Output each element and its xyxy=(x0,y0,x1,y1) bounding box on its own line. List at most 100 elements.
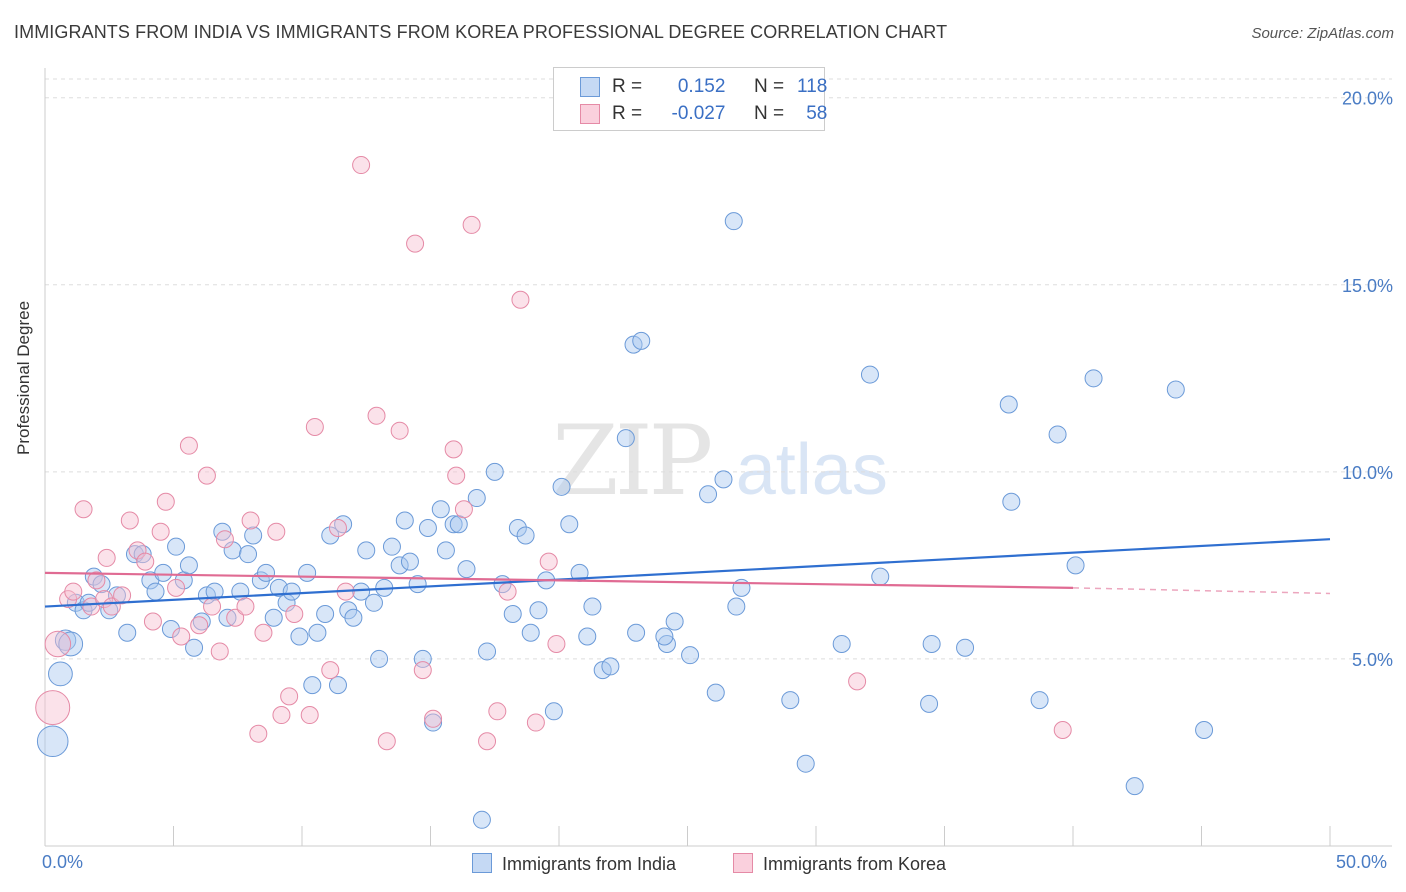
point-india xyxy=(1048,425,1067,444)
legend-n-value-india: 118 xyxy=(797,76,828,97)
point-india xyxy=(503,605,522,624)
point-india xyxy=(418,518,437,537)
axes xyxy=(44,68,1392,847)
point-korea xyxy=(151,522,170,541)
point-korea xyxy=(498,582,517,601)
point-india xyxy=(264,608,283,627)
point-india xyxy=(920,694,939,713)
point-india xyxy=(478,642,497,661)
point-india xyxy=(871,567,890,586)
point-india xyxy=(239,545,258,564)
point-korea xyxy=(167,578,186,597)
point-korea xyxy=(377,732,396,751)
point-india xyxy=(632,331,651,350)
x-tick-label-min: 0.0% xyxy=(42,852,84,872)
point-korea xyxy=(444,440,463,459)
point-india xyxy=(213,522,232,541)
point-india xyxy=(308,623,327,642)
point-korea xyxy=(547,634,566,653)
point-india xyxy=(922,634,941,653)
point-korea xyxy=(848,672,867,691)
point-korea xyxy=(203,597,222,616)
point-india xyxy=(48,661,73,687)
point-india xyxy=(328,676,347,695)
point-korea xyxy=(197,466,216,485)
point-india xyxy=(472,810,491,829)
point-india xyxy=(344,608,363,627)
point-india xyxy=(583,597,602,616)
point-korea xyxy=(97,548,116,567)
bottom-legend-label-korea: Immigrants from Korea xyxy=(763,854,947,874)
point-korea xyxy=(190,616,209,635)
point-korea xyxy=(390,421,409,440)
point-india xyxy=(706,683,725,702)
chart-title: IMMIGRANTS FROM INDIA VS IMMIGRANTS FROM… xyxy=(14,22,948,42)
point-korea xyxy=(478,732,497,751)
point-india xyxy=(860,365,879,384)
point-india xyxy=(321,526,340,545)
point-india xyxy=(657,634,676,653)
x-tick-label-max: 50.0% xyxy=(1336,852,1388,872)
trend-lines xyxy=(44,538,1331,608)
point-india xyxy=(36,725,69,758)
legend-r-label: R = xyxy=(612,103,643,124)
point-korea xyxy=(74,500,93,519)
point-india xyxy=(727,597,746,616)
point-india xyxy=(154,563,173,582)
point-india xyxy=(796,754,815,773)
point-korea xyxy=(35,690,71,726)
point-korea xyxy=(172,627,191,646)
legend-r-value-korea: -0.027 xyxy=(671,103,726,124)
legend-text-india: R = 0.152 N = 118 xyxy=(612,76,827,98)
point-india xyxy=(408,575,427,594)
point-india xyxy=(352,582,371,601)
point-korea xyxy=(300,706,319,725)
point-korea xyxy=(305,417,324,436)
point-korea xyxy=(424,709,443,728)
point-korea xyxy=(64,582,83,601)
legend-swatch-korea xyxy=(580,104,600,124)
point-india xyxy=(999,395,1018,414)
point-korea xyxy=(120,511,139,530)
legend-r-label: R = xyxy=(612,76,643,97)
point-india xyxy=(781,691,800,710)
point-india xyxy=(298,563,317,582)
point-india xyxy=(516,526,535,545)
point-korea xyxy=(367,406,386,425)
point-india xyxy=(508,518,527,537)
legend-text-korea: R = -0.027 N = 58 xyxy=(612,103,827,125)
point-india xyxy=(681,646,700,665)
bottom-legend-swatch-korea xyxy=(733,853,753,873)
point-india xyxy=(1066,556,1085,575)
point-india xyxy=(601,657,620,676)
point-korea xyxy=(249,724,268,743)
point-korea xyxy=(254,623,273,642)
point-india xyxy=(161,619,180,638)
point-india xyxy=(395,511,414,530)
point-india xyxy=(382,537,401,556)
point-india xyxy=(118,623,137,642)
trend-line-korea xyxy=(44,571,1074,589)
point-korea xyxy=(488,702,507,721)
point-india xyxy=(436,541,455,560)
point-korea xyxy=(447,466,466,485)
point-india xyxy=(616,429,635,448)
legend-n-label: N = xyxy=(753,76,785,97)
point-india xyxy=(714,470,733,489)
point-india xyxy=(1030,691,1049,710)
point-india xyxy=(655,627,674,646)
legend-r-value-india: 0.152 xyxy=(677,76,726,97)
y-tick-label: 15.0% xyxy=(1342,276,1393,296)
point-india xyxy=(467,489,486,508)
point-india xyxy=(665,612,684,631)
watermark-zip: ZIP xyxy=(552,405,713,517)
legend-n-label: N = xyxy=(753,103,785,124)
point-india xyxy=(185,638,204,657)
point-india xyxy=(1195,721,1214,740)
point-india xyxy=(552,477,571,496)
y-tick-label: 20.0% xyxy=(1342,89,1393,109)
point-india xyxy=(400,552,419,571)
point-india xyxy=(1002,492,1021,511)
point-india xyxy=(832,634,851,653)
watermark-atlas: atlas xyxy=(735,430,888,510)
